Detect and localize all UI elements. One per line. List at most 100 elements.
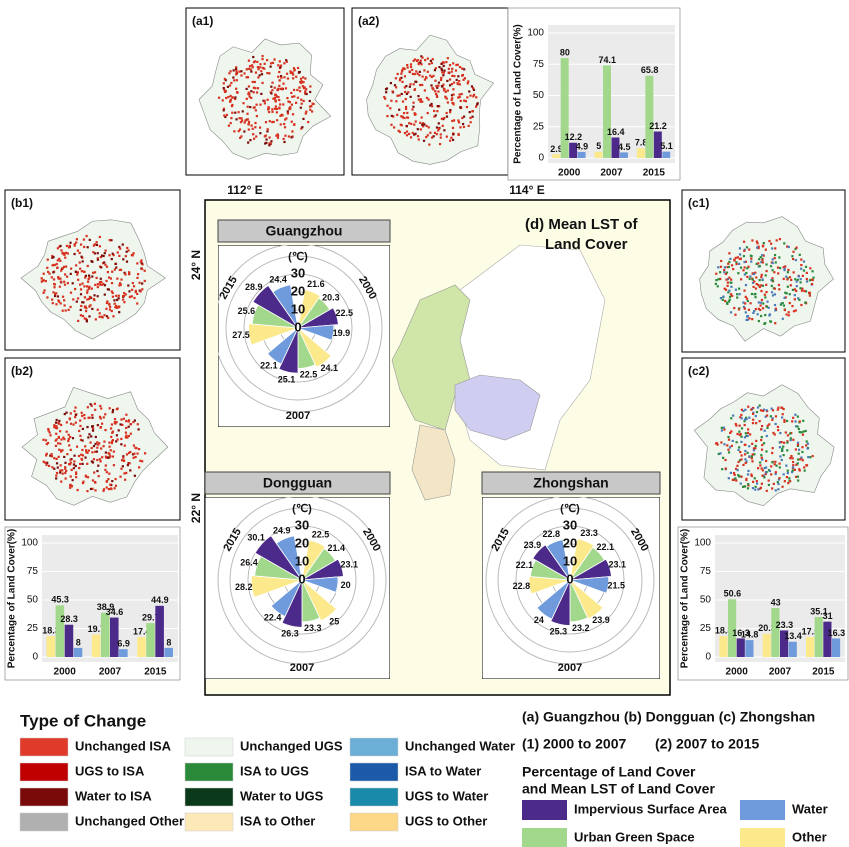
map-pixel bbox=[795, 246, 798, 249]
map-pixel bbox=[104, 413, 107, 416]
map-pixel bbox=[59, 469, 62, 472]
map-pixel bbox=[93, 471, 96, 474]
map-pixel bbox=[758, 404, 761, 407]
map-pixel bbox=[443, 129, 446, 132]
map-pixel bbox=[471, 110, 475, 113]
map-pixel bbox=[400, 72, 403, 75]
map-pixel bbox=[52, 271, 55, 274]
map-pixel bbox=[104, 451, 107, 454]
map-pixel bbox=[80, 270, 84, 273]
map-pixel bbox=[75, 476, 78, 479]
map-pixel bbox=[58, 419, 61, 423]
map-pixel bbox=[53, 426, 56, 429]
value-label: 38.9 bbox=[97, 602, 115, 612]
map-pixel bbox=[746, 275, 749, 278]
map-pixel bbox=[76, 273, 79, 276]
legend-swatch bbox=[184, 737, 234, 757]
map-pixel bbox=[63, 299, 66, 302]
map-pixel bbox=[443, 89, 446, 92]
map-pixel bbox=[127, 451, 131, 455]
map-pixel bbox=[754, 447, 757, 450]
map-pixel bbox=[790, 278, 793, 282]
polar-body: 22.521.423.12020002523.326.322.4200728.2… bbox=[205, 497, 390, 679]
bar bbox=[91, 634, 101, 657]
map-pixel bbox=[729, 293, 733, 296]
map-pixel bbox=[103, 252, 106, 255]
map-pixel bbox=[60, 423, 63, 427]
map-pixel bbox=[440, 67, 443, 70]
map-pixel bbox=[56, 259, 59, 262]
map-pixel bbox=[44, 461, 47, 464]
map-pixel bbox=[747, 484, 750, 487]
map-pixel bbox=[794, 259, 797, 262]
map-pixel bbox=[99, 426, 103, 429]
map-pixel bbox=[747, 483, 750, 486]
map-pixel bbox=[771, 451, 774, 455]
map-pixel bbox=[60, 249, 63, 252]
map-pixel bbox=[74, 471, 78, 474]
r-tick-label: 20 bbox=[295, 535, 309, 550]
map-pixel bbox=[749, 433, 752, 436]
map-pixel bbox=[67, 308, 70, 311]
r-tick-label: 0 bbox=[298, 571, 305, 586]
map-pixel bbox=[58, 448, 61, 451]
map-pixel bbox=[774, 471, 777, 474]
map-pixel bbox=[745, 246, 749, 249]
map-pixel bbox=[740, 417, 743, 420]
map-pixel bbox=[459, 106, 462, 109]
map-pixel bbox=[72, 463, 76, 466]
map-pixel bbox=[747, 469, 750, 473]
map-pixel bbox=[80, 304, 83, 308]
map-pixel bbox=[105, 486, 108, 489]
map-pixel bbox=[434, 79, 437, 82]
map-pixel bbox=[122, 294, 126, 298]
value-label: 22.1 bbox=[516, 560, 534, 570]
map-pixel bbox=[265, 138, 268, 141]
map-pixel bbox=[736, 293, 739, 296]
map-pixel bbox=[721, 298, 724, 301]
map-pixel bbox=[115, 304, 118, 308]
map-pixel bbox=[759, 461, 762, 464]
map-pixel bbox=[80, 411, 83, 414]
map-pixel bbox=[444, 90, 447, 93]
map-pixel bbox=[804, 429, 807, 433]
map-pixel bbox=[132, 285, 136, 288]
map-pixel bbox=[745, 318, 748, 322]
map-pixel bbox=[782, 266, 785, 269]
value-label: 31 bbox=[823, 611, 833, 621]
bar bbox=[164, 647, 173, 657]
map-pixel bbox=[81, 481, 85, 485]
map-pixel bbox=[96, 258, 100, 261]
map-pixel bbox=[720, 259, 723, 263]
map-pixel bbox=[134, 446, 137, 449]
map-pixel bbox=[124, 293, 127, 296]
map-pixel bbox=[229, 70, 232, 73]
map-pixel bbox=[736, 432, 739, 436]
map-pixel bbox=[300, 127, 303, 130]
legend-label: Water bbox=[792, 801, 828, 816]
polar-bar bbox=[297, 289, 321, 329]
map-pixel bbox=[767, 479, 770, 482]
map-pixel bbox=[783, 441, 786, 444]
map-pixel bbox=[398, 130, 402, 134]
map-pixel bbox=[420, 63, 423, 66]
map-pixel bbox=[419, 59, 422, 62]
map-pixel bbox=[124, 478, 127, 481]
map-pixel bbox=[94, 489, 97, 492]
map-pixel bbox=[114, 477, 117, 481]
map-pixel bbox=[261, 57, 264, 61]
map-pixel bbox=[112, 254, 115, 257]
map-pixel bbox=[771, 409, 775, 412]
map-pixel bbox=[760, 284, 763, 287]
map-pixel bbox=[102, 254, 105, 258]
map-pixel bbox=[738, 430, 741, 433]
map-pixel bbox=[281, 114, 284, 117]
map-pixel bbox=[311, 102, 314, 105]
map-pixel bbox=[463, 77, 467, 80]
map-pixel bbox=[462, 78, 465, 81]
map-pixel bbox=[283, 140, 286, 144]
map-pixel bbox=[443, 88, 446, 91]
map-pixel bbox=[786, 441, 789, 444]
map-pixel bbox=[810, 278, 813, 281]
map-pixel bbox=[235, 91, 239, 94]
